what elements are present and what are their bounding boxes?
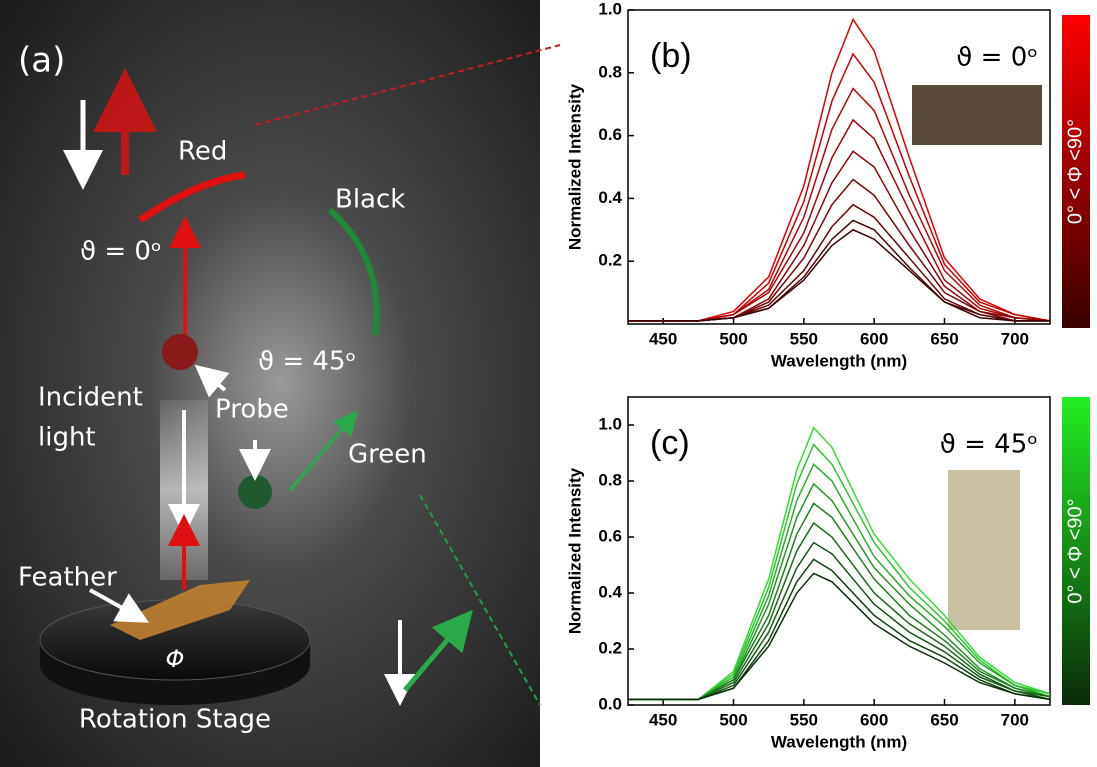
arrow — [288, 410, 358, 491]
y-tick-label: 1.0 — [598, 414, 622, 433]
arrow — [89, 588, 149, 623]
label: Probe — [215, 395, 289, 425]
colorbar-label: 0° < Φ <90° — [1064, 498, 1086, 603]
x-tick-label: 600 — [860, 329, 888, 348]
connector — [254, 44, 561, 126]
x-tick-label: 500 — [719, 329, 747, 348]
x-tick-label: 700 — [1001, 710, 1029, 729]
label: Incident — [38, 383, 143, 413]
y-axis-label: Normalized Intensity — [565, 467, 584, 634]
spectrum-line — [628, 203, 1050, 322]
y-tick-label: 0.2 — [598, 638, 622, 657]
x-tick-label: 500 — [719, 710, 747, 729]
plot-frame — [627, 9, 1051, 325]
arrow — [403, 609, 473, 692]
probe — [162, 334, 198, 370]
label: ϑ = 45ᵒ — [258, 347, 356, 377]
label: Rotation Stage — [79, 705, 271, 735]
y-tick-label: 0.4 — [598, 188, 622, 207]
label: ϑ = 0ᵒ — [80, 237, 162, 267]
y-tick-label: 0.8 — [598, 470, 622, 489]
probe — [238, 475, 272, 509]
arc — [327, 207, 380, 336]
label: Green — [348, 440, 427, 470]
label: Red — [178, 137, 227, 167]
y-tick-label: 0.2 — [598, 251, 622, 270]
spectrum-line — [628, 178, 1050, 322]
spectrum-line — [628, 572, 1051, 701]
x-tick-label: 700 — [1001, 329, 1029, 348]
label: Black — [335, 185, 405, 215]
schematic: (a) Red Black ϑ = 0ᵒ ϑ = 45ᵒ Incident li… — [0, 0, 561, 767]
connector — [419, 494, 541, 706]
x-axis-label: Wavelength (nm) — [771, 732, 907, 751]
panel-label: (c) — [650, 424, 690, 462]
y-tick-label: 0.0 — [598, 694, 622, 713]
y-tick-label: 0.6 — [598, 526, 622, 545]
spectrum-line — [628, 150, 1051, 322]
plot-frame — [627, 396, 1051, 706]
panel-label: (a) — [18, 41, 65, 81]
y-tick-label: 0.6 — [598, 125, 622, 144]
colorbar-label: 0° < Φ <90° — [1064, 119, 1086, 224]
label: Φ — [166, 645, 185, 673]
x-tick-label: 450 — [649, 329, 677, 348]
inset-photo — [948, 470, 1020, 630]
annotation: ϑ = 45ᵒ — [940, 430, 1038, 460]
label: light — [38, 423, 96, 453]
y-tick-label: 1.0 — [598, 0, 622, 18]
y-axis-label: Normalized Intensity — [565, 83, 584, 250]
inset-photo — [912, 85, 1042, 145]
y-tick-label: 0.4 — [598, 582, 622, 601]
x-axis-label: Wavelength (nm) — [771, 351, 907, 370]
panel-label: (b) — [650, 37, 692, 75]
x-tick-label: 550 — [790, 710, 818, 729]
arrow — [194, 364, 230, 398]
arc — [138, 171, 246, 223]
feather — [110, 580, 250, 640]
x-tick-label: 650 — [930, 710, 958, 729]
x-tick-label: 450 — [649, 710, 677, 729]
colorbar — [1062, 397, 1090, 705]
annotation: ϑ = 0ᵒ — [956, 43, 1038, 73]
x-tick-label: 600 — [860, 710, 888, 729]
x-tick-label: 650 — [930, 329, 958, 348]
y-tick-label: 0.8 — [598, 62, 622, 81]
spectrum-line — [628, 219, 1050, 322]
colorbar — [1062, 15, 1090, 328]
label: Feather — [18, 563, 117, 593]
x-tick-label: 550 — [790, 329, 818, 348]
spectrum-line — [628, 228, 1050, 322]
